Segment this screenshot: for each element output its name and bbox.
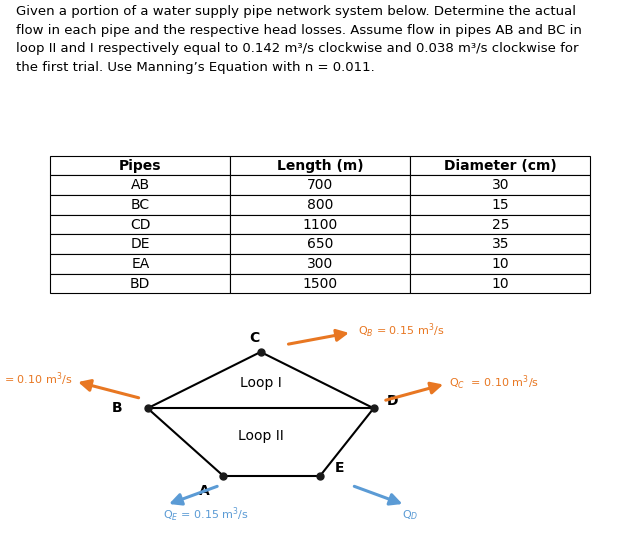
Text: Given a portion of a water supply pipe network system below. Determine the actua: Given a portion of a water supply pipe n… [16,5,582,74]
Text: B: B [112,401,122,415]
Text: Q$_C$  = 0.10 m$^3$/s: Q$_C$ = 0.10 m$^3$/s [449,373,539,392]
Text: E: E [334,461,344,475]
Text: Loop I: Loop I [240,376,281,390]
Text: A: A [198,485,210,499]
Text: Q$_B$ = 0.15 m$^3$/s: Q$_B$ = 0.15 m$^3$/s [358,322,445,341]
Text: Q$_E$ = 0.15 m$^3$/s: Q$_E$ = 0.15 m$^3$/s [163,506,249,524]
Text: Q$_D$: Q$_D$ [402,508,418,522]
Text: C: C [249,331,259,345]
Text: D: D [387,394,398,408]
Text: Q$_A$ = 0.10 m$^3$/s: Q$_A$ = 0.10 m$^3$/s [0,371,72,390]
Text: Loop II: Loop II [238,429,283,443]
